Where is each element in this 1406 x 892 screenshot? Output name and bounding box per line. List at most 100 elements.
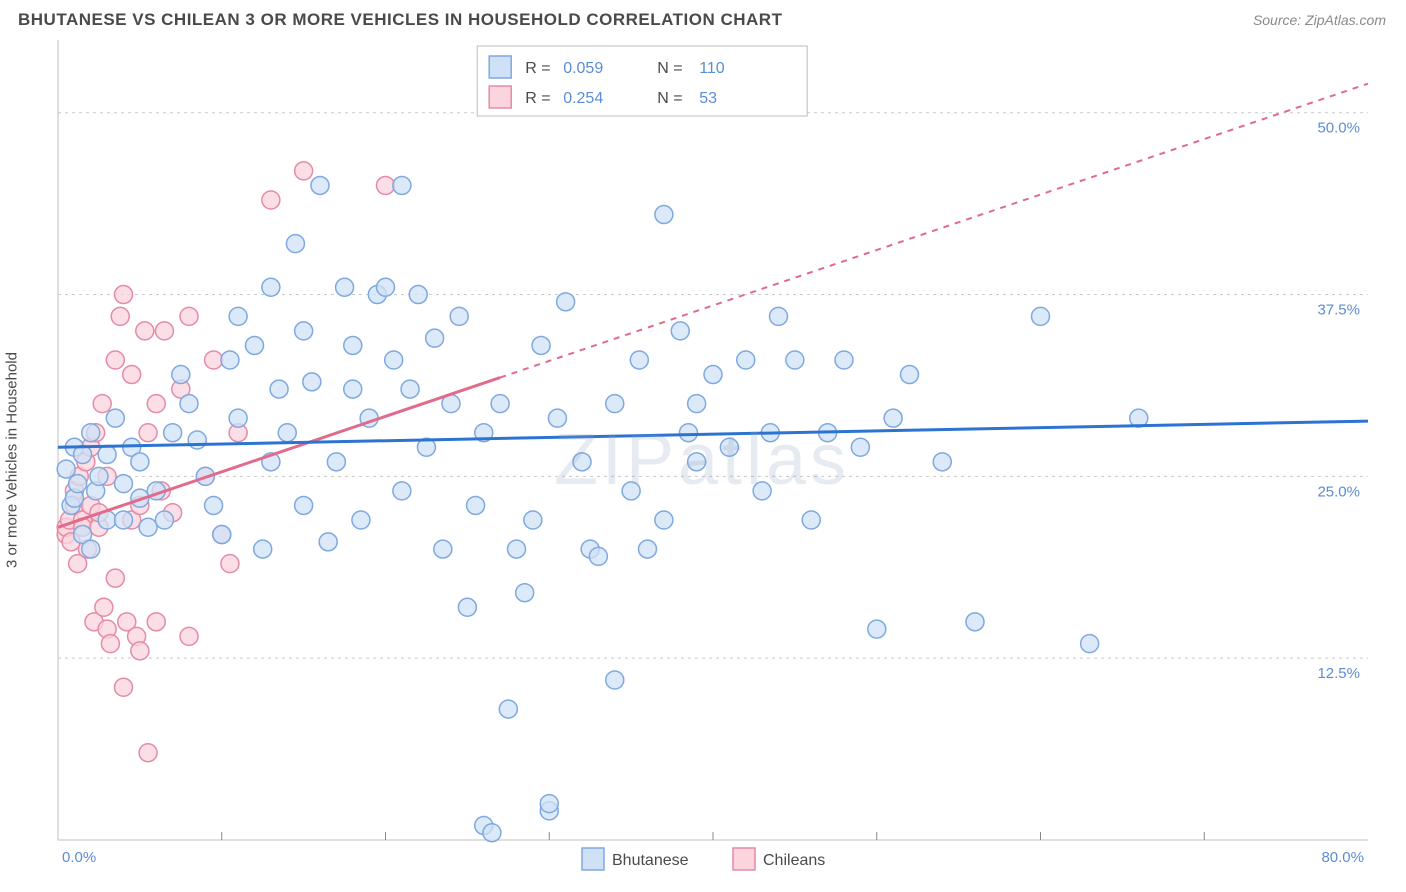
data-point [90, 467, 108, 485]
data-point [111, 307, 129, 325]
data-point [385, 351, 403, 369]
source-attribution: Source: ZipAtlas.com [1253, 12, 1386, 28]
legend-r-label: R = [525, 60, 550, 77]
data-point [82, 540, 100, 558]
data-point [409, 286, 427, 304]
data-point [393, 482, 411, 500]
data-point [262, 278, 280, 296]
legend-swatch [582, 848, 604, 870]
data-point [164, 424, 182, 442]
data-point [147, 613, 165, 631]
data-point [229, 307, 247, 325]
data-point [540, 795, 558, 813]
legend-swatch [489, 86, 511, 108]
data-point [753, 482, 771, 500]
data-point [851, 438, 869, 456]
data-point [802, 511, 820, 529]
data-point [106, 351, 124, 369]
chart-title: BHUTANESE VS CHILEAN 3 OR MORE VEHICLES … [18, 10, 782, 30]
data-point [246, 336, 264, 354]
data-point [188, 431, 206, 449]
data-point [205, 496, 223, 514]
data-point [524, 511, 542, 529]
data-point [499, 700, 517, 718]
data-point [205, 351, 223, 369]
data-point [155, 322, 173, 340]
legend-r-label: R = [525, 90, 550, 107]
y-tick-label: 12.5% [1317, 665, 1360, 682]
data-point [82, 424, 100, 442]
data-point [93, 395, 111, 413]
data-point [213, 526, 231, 544]
data-point [319, 533, 337, 551]
legend-n-value: 110 [699, 60, 725, 77]
data-point [377, 176, 395, 194]
data-point [393, 176, 411, 194]
data-point [115, 678, 133, 696]
data-point [884, 409, 902, 427]
data-point [344, 380, 362, 398]
data-point [336, 278, 354, 296]
data-point [278, 424, 296, 442]
data-point [933, 453, 951, 471]
data-point [295, 162, 313, 180]
data-point [115, 475, 133, 493]
scatter-plot: 12.5%25.0%37.5%50.0%0.0%80.0%R =0.059N =… [18, 40, 1378, 880]
data-point [221, 351, 239, 369]
data-point [139, 424, 157, 442]
data-point [868, 620, 886, 638]
legend-r-value: 0.059 [563, 60, 603, 77]
legend-n-label: N = [657, 60, 682, 77]
data-point [98, 446, 116, 464]
data-point [95, 598, 113, 616]
data-point [136, 322, 154, 340]
data-point [770, 307, 788, 325]
data-point [655, 206, 673, 224]
data-point [377, 278, 395, 296]
data-point [295, 496, 313, 514]
data-point [630, 351, 648, 369]
data-point [229, 409, 247, 427]
data-point [508, 540, 526, 558]
data-point [115, 511, 133, 529]
y-axis-label: 3 or more Vehicles in Household [4, 352, 21, 568]
data-point [491, 395, 509, 413]
data-point [688, 395, 706, 413]
data-point [295, 322, 313, 340]
data-point [720, 438, 738, 456]
y-tick-label: 25.0% [1317, 483, 1360, 500]
data-point [262, 191, 280, 209]
data-point [639, 540, 657, 558]
data-point [180, 395, 198, 413]
data-point [835, 351, 853, 369]
data-point [155, 511, 173, 529]
data-point [671, 322, 689, 340]
data-point [401, 380, 419, 398]
data-point [516, 584, 534, 602]
data-point [147, 395, 165, 413]
data-point [606, 671, 624, 689]
legend-series-label: Chileans [763, 852, 825, 869]
data-point [426, 329, 444, 347]
data-point [573, 453, 591, 471]
data-point [106, 409, 124, 427]
data-point [434, 540, 452, 558]
data-point [606, 395, 624, 413]
data-point [467, 496, 485, 514]
data-point [352, 511, 370, 529]
x-min-label: 0.0% [62, 849, 96, 866]
data-point [655, 511, 673, 529]
data-point [69, 475, 87, 493]
trend-line-solid [58, 421, 1368, 447]
legend-series-label: Bhutanese [612, 852, 689, 869]
data-point [557, 293, 575, 311]
data-point [450, 307, 468, 325]
data-point [270, 380, 288, 398]
data-point [704, 366, 722, 384]
data-point [139, 518, 157, 536]
data-point [622, 482, 640, 500]
data-point [589, 547, 607, 565]
data-point [532, 336, 550, 354]
data-point [786, 351, 804, 369]
legend-r-value: 0.254 [563, 90, 603, 107]
